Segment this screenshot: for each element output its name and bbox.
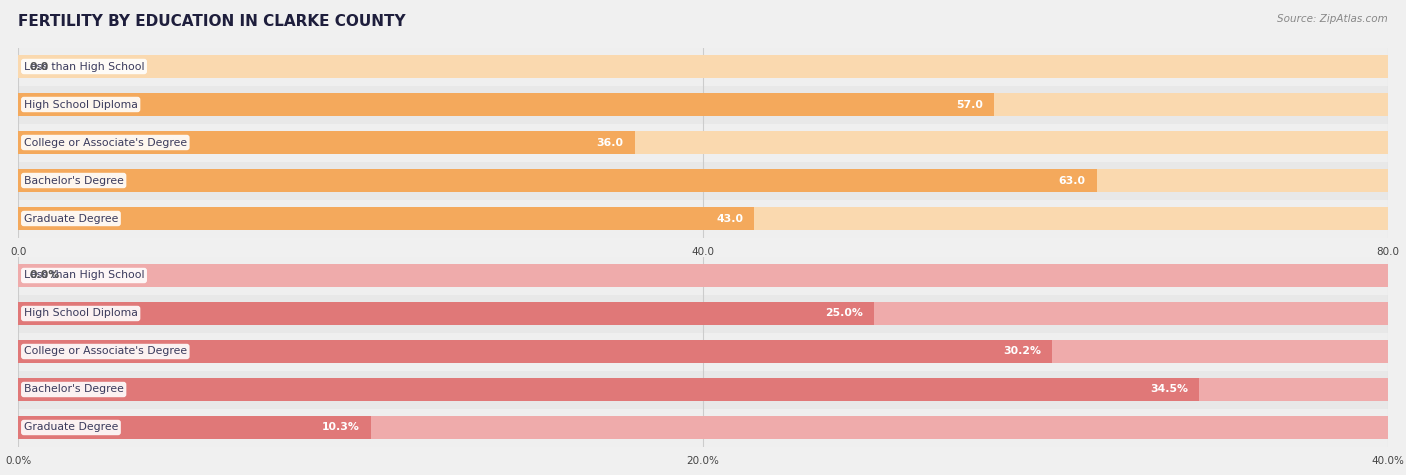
Text: Graduate Degree: Graduate Degree xyxy=(24,422,118,433)
Bar xyxy=(18,200,1388,238)
Bar xyxy=(18,378,1388,401)
Bar xyxy=(18,302,875,325)
Text: High School Diploma: High School Diploma xyxy=(24,99,138,110)
Text: 30.2%: 30.2% xyxy=(1004,346,1042,357)
Bar xyxy=(18,340,1052,363)
Text: 34.5%: 34.5% xyxy=(1150,384,1188,395)
Bar xyxy=(18,169,1388,192)
Bar xyxy=(18,93,1388,116)
Text: 0.0: 0.0 xyxy=(30,61,48,72)
Text: 43.0: 43.0 xyxy=(717,213,744,224)
Text: 36.0: 36.0 xyxy=(596,137,624,148)
Text: Graduate Degree: Graduate Degree xyxy=(24,213,118,224)
Bar xyxy=(18,86,1388,124)
Bar xyxy=(18,264,1388,287)
Bar xyxy=(18,370,1388,408)
Text: 63.0: 63.0 xyxy=(1059,175,1085,186)
Bar xyxy=(18,294,1388,332)
Text: FERTILITY BY EDUCATION IN CLARKE COUNTY: FERTILITY BY EDUCATION IN CLARKE COUNTY xyxy=(18,14,406,29)
Bar xyxy=(18,416,371,439)
Text: Less than High School: Less than High School xyxy=(24,61,145,72)
Bar xyxy=(18,207,755,230)
Text: Source: ZipAtlas.com: Source: ZipAtlas.com xyxy=(1277,14,1388,24)
Bar xyxy=(18,93,994,116)
Bar xyxy=(18,131,634,154)
Bar xyxy=(18,48,1388,86)
Bar xyxy=(18,416,1388,439)
Text: High School Diploma: High School Diploma xyxy=(24,308,138,319)
Bar xyxy=(18,256,1388,294)
Bar xyxy=(18,55,1388,78)
Text: 0.0%: 0.0% xyxy=(30,270,59,281)
Bar xyxy=(18,124,1388,162)
Bar xyxy=(18,131,1388,154)
Bar xyxy=(18,408,1388,446)
Text: College or Associate's Degree: College or Associate's Degree xyxy=(24,137,187,148)
Bar xyxy=(18,332,1388,371)
Text: Bachelor's Degree: Bachelor's Degree xyxy=(24,175,124,186)
Bar xyxy=(18,162,1388,199)
Bar xyxy=(18,207,1388,230)
Text: Bachelor's Degree: Bachelor's Degree xyxy=(24,384,124,395)
Bar xyxy=(18,340,1388,363)
Bar xyxy=(18,302,1388,325)
Text: Less than High School: Less than High School xyxy=(24,270,145,281)
Bar xyxy=(18,169,1097,192)
Text: College or Associate's Degree: College or Associate's Degree xyxy=(24,346,187,357)
Text: 10.3%: 10.3% xyxy=(322,422,360,433)
Text: 57.0: 57.0 xyxy=(956,99,983,110)
Text: 25.0%: 25.0% xyxy=(825,308,863,319)
Bar xyxy=(18,378,1199,401)
